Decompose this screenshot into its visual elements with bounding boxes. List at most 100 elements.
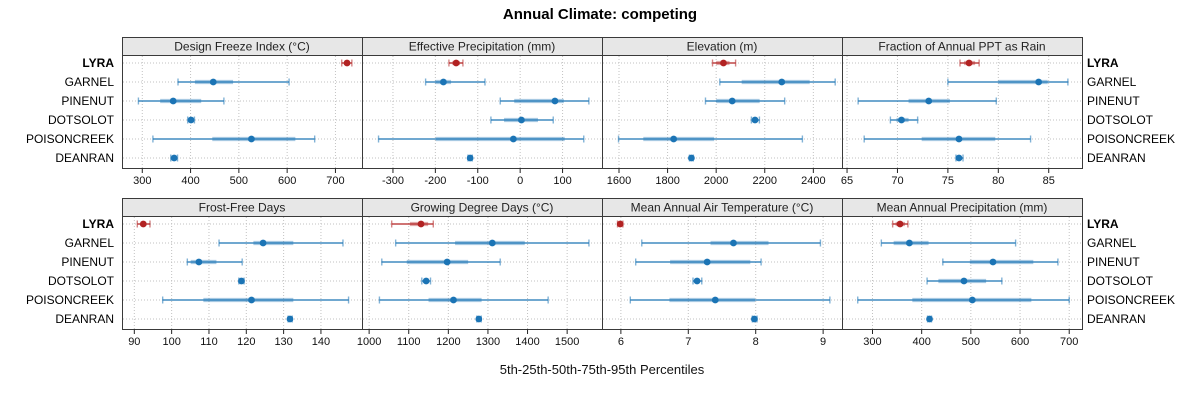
median-dot [248, 296, 255, 304]
axis-tick-label: -200 [424, 175, 446, 187]
axis-tick-label: 300 [133, 175, 151, 187]
median-dot [703, 258, 711, 266]
median-dot [926, 315, 933, 323]
axis-tick-label: 140 [312, 336, 330, 348]
interval-pinenut [704, 97, 786, 105]
interval-garnel [394, 239, 590, 247]
median-dot [187, 116, 195, 124]
median-dot [509, 135, 517, 143]
row-label-left-pinenut-r1: PINENUT [61, 255, 114, 269]
interval-garnel [947, 78, 1069, 86]
panel-growing-degree-days-c: Growing Degree Days (°C) 1000 1100 1200 1300… [357, 198, 603, 348]
panel-plot-area [602, 55, 843, 169]
axis-tick-label: 1500 [555, 336, 579, 348]
panel-mean-annual-precipitation-mm: Mean Annual Precipitation (mm) 300 400 500 6… [842, 198, 1083, 348]
panel-title: Mean Annual Precipitation (mm) [877, 201, 1048, 215]
median-dot [286, 315, 294, 323]
axis-tick-label: 2400 [801, 175, 825, 187]
interval-deanran [286, 315, 294, 323]
axis-tick-label: 0 [517, 175, 523, 187]
median-dot [896, 220, 904, 228]
median-dot [616, 220, 624, 228]
row-label-left-garnel-r1: GARNEL [64, 236, 114, 250]
interval-lyra [448, 59, 464, 67]
median-dot [693, 277, 701, 285]
median-dot [169, 97, 177, 105]
row-label-left-lyra-r0: LYRA [82, 56, 114, 70]
median-dot [343, 59, 351, 67]
row-label-left-poisoncreek-r1: POISONCREEK [25, 293, 114, 307]
interval-dotsolot [889, 116, 919, 124]
row-label-right-poisoncreek-r0: POISONCREEK [1087, 132, 1176, 146]
row-label-left-poisoncreek-r0: POISONCREEK [25, 132, 114, 146]
median-dot [670, 135, 678, 143]
panel-plot-area [122, 216, 363, 330]
axis-tick-label: 500 [962, 336, 980, 348]
axis-tick-label: 2200 [753, 175, 777, 187]
interval-garnel [719, 78, 836, 86]
median-dot [989, 258, 997, 266]
interval-lyra [959, 59, 980, 67]
axis-tick-label: 100 [162, 336, 180, 348]
row-label-right-garnel-r0: GARNEL [1087, 75, 1137, 89]
row-label-left-lyra-r1: LYRA [82, 217, 114, 231]
panel-effective-precipitation-mm: Effective Precipitation (mm) -300 -200 -100… [362, 37, 603, 187]
axis-tick-label: 7 [685, 336, 691, 348]
panel-title: Elevation (m) [687, 40, 758, 54]
median-dot [248, 135, 255, 143]
median-dot [195, 258, 203, 266]
panel-elevation-m: Elevation (m) 1600 1800 2000 2200 2400 [602, 37, 843, 187]
median-dot [422, 277, 430, 285]
axis-tick-label: -300 [382, 175, 404, 187]
axis-tick-label: 1800 [655, 175, 679, 187]
median-dot [488, 239, 496, 247]
interval-deanran [926, 315, 933, 323]
median-dot [968, 296, 976, 304]
median-dot [450, 296, 457, 304]
axis-tick-label: -100 [467, 175, 489, 187]
median-dot [1035, 78, 1043, 86]
median-dot [750, 315, 758, 323]
median-dot [440, 78, 447, 86]
interval-pinenut [857, 97, 997, 105]
interval-lyra [136, 220, 151, 228]
row-label-right-lyra-r1: LYRA [1087, 217, 1119, 231]
interval-poisoncreek [377, 135, 585, 143]
axis-tick-label: 600 [1011, 336, 1029, 348]
row-label-left-pinenut-r0: PINENUT [61, 94, 114, 108]
trellis-row-1: Frost-Free Days 90 100 110 120 130 140 Growing … [122, 198, 1083, 348]
median-dot [720, 59, 727, 67]
axis-tick-label: 1000 [357, 336, 381, 348]
interval-garnel [641, 239, 822, 247]
median-dot [925, 97, 933, 105]
interval-pinenut [635, 258, 762, 266]
axis-tick-label: 80 [992, 175, 1004, 187]
axis-tick-label: 1600 [607, 175, 631, 187]
x-axis-label: 5th-25th-50th-75th-95th Percentiles [499, 362, 705, 377]
median-dot [730, 239, 737, 247]
median-dot [778, 78, 786, 86]
row-label-right-pinenut-r0: PINENUT [1087, 94, 1140, 108]
axis-tick-label: 110 [200, 336, 218, 348]
panel-plot-area [842, 55, 1083, 169]
row-label-left-deanran-r1: DEANRAN [55, 312, 114, 326]
axis-tick-label: 85 [1043, 175, 1055, 187]
interval-garnel [424, 78, 486, 86]
trellis-row-0: Design Freeze Index (°C)300 400 500 600 700E… [122, 37, 1083, 187]
axis-tick-label: 1400 [515, 336, 539, 348]
row-label-left-dotsolot-r1: DOTSOLOT [47, 274, 114, 288]
median-dot [466, 154, 474, 162]
axis-tick-label: 700 [326, 175, 344, 187]
axis-tick-label: 6 [618, 336, 624, 348]
interval-lyra [391, 220, 434, 228]
interval-poisoncreek [617, 135, 804, 143]
panel-plot-area [362, 216, 603, 330]
interval-poisoncreek [863, 135, 1032, 143]
median-dot [170, 154, 178, 162]
median-dot [452, 59, 460, 67]
median-dot [238, 277, 245, 285]
median-dot [905, 239, 913, 247]
median-dot [898, 116, 905, 124]
median-dot [711, 296, 719, 304]
